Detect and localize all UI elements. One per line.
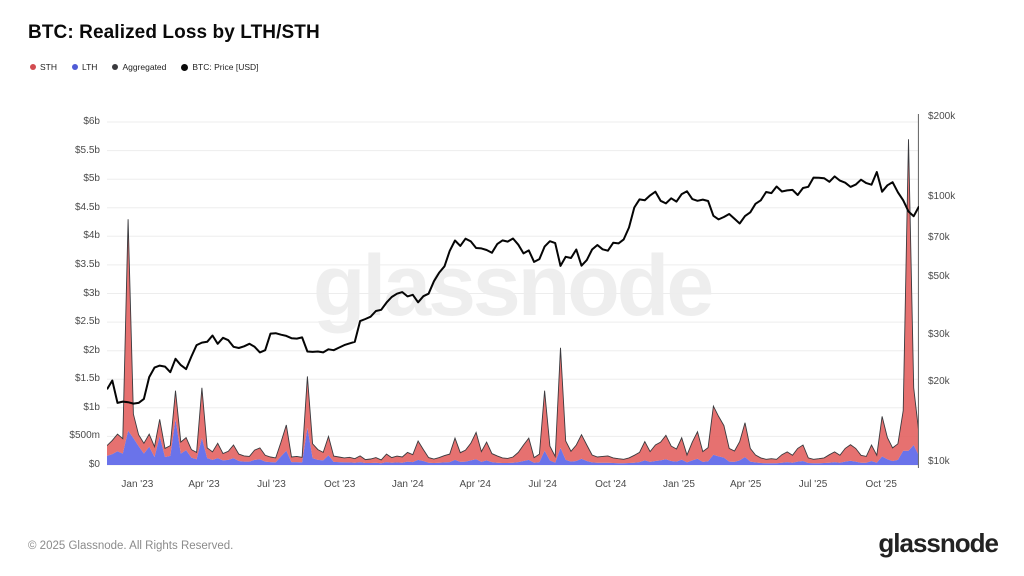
x-axis-tick-label: Jul '23 xyxy=(257,479,286,490)
legend-label-aggregated: Aggregated xyxy=(122,62,167,72)
legend-label-sth: STH xyxy=(40,62,57,72)
page-title: BTC: Realized Loss by LTH/STH xyxy=(28,22,320,43)
left-axis-tick-label: $4.5b xyxy=(74,201,100,213)
x-axis-tick-label: Jan '24 xyxy=(391,479,424,490)
legend: STH LTH Aggregated BTC: Price [USD] xyxy=(30,62,259,72)
watermark: glassnode xyxy=(312,238,714,334)
left-axis-tick-label: $3b xyxy=(83,287,100,299)
aggregated-loss-line xyxy=(107,139,919,461)
lth-loss-area xyxy=(107,419,919,465)
right-axis-tick-label: $200k xyxy=(928,110,956,122)
sth-loss-area xyxy=(107,139,919,464)
x-axis-tick-label: Jul '24 xyxy=(528,479,557,490)
copyright-text: © 2025 Glassnode. All Rights Reserved. xyxy=(28,540,234,552)
glassnode-wordmark: glassnode xyxy=(878,528,999,558)
right-axis-tick-label: $70k xyxy=(928,231,950,243)
left-axis-tick-label: $3.5b xyxy=(74,258,100,270)
x-axis-tick-label: Apr '23 xyxy=(188,479,220,490)
x-axis-tick-label: Oct '24 xyxy=(595,479,627,490)
x-axis-tick-label: Oct '23 xyxy=(323,479,356,490)
right-axis-tick-label: $30k xyxy=(928,329,950,341)
legend-label-btc-price: BTC: Price [USD] xyxy=(192,62,259,72)
x-axis-tick-label: Jan '23 xyxy=(121,479,154,490)
x-axis-tick-label: Apr '25 xyxy=(729,479,762,490)
right-axis-tick-label: $10k xyxy=(928,456,950,467)
x-axis-tick-label: Apr '24 xyxy=(459,479,491,490)
legend-label-lth: LTH xyxy=(82,62,98,72)
legend-item-aggregated[interactable]: Aggregated xyxy=(112,62,166,72)
sth-legend-dot-icon xyxy=(30,64,36,70)
left-axis-tick-label: $5b xyxy=(83,173,100,185)
btc-price-line xyxy=(107,171,919,405)
right-axis-tick-label: $100k xyxy=(928,190,956,202)
legend-item-lth[interactable]: LTH xyxy=(72,62,97,72)
left-axis-tick-label: $0 xyxy=(88,459,100,470)
left-axis-tick-label: $500m xyxy=(69,430,100,442)
left-axis-tick-label: $6b xyxy=(83,116,100,127)
legend-item-btc-price[interactable]: BTC: Price [USD] xyxy=(181,62,259,72)
left-axis-tick-label: $5.5b xyxy=(74,144,100,156)
btc-price-legend-dot-icon xyxy=(181,63,189,71)
left-axis-tick-label: $2b xyxy=(83,344,100,356)
x-axis-tick-label: Jul '25 xyxy=(798,479,828,490)
left-axis-tick-label: $1.5b xyxy=(74,373,100,385)
legend-item-sth[interactable]: STH xyxy=(30,62,57,72)
aggregated-legend-dot-icon xyxy=(112,64,119,70)
x-axis-tick-label: Oct '25 xyxy=(865,479,897,490)
right-axis-tick-label: $20k xyxy=(928,376,950,388)
left-axis-tick-label: $2.5b xyxy=(74,316,100,328)
loss-price-chart xyxy=(107,114,919,468)
x-axis-tick-label: Jan '25 xyxy=(662,479,695,490)
lth-legend-dot-icon xyxy=(72,64,78,70)
right-axis-tick-label: $50k xyxy=(928,270,950,282)
left-axis-tick-label: $1b xyxy=(83,401,100,413)
left-axis-tick-label: $4b xyxy=(83,230,100,242)
